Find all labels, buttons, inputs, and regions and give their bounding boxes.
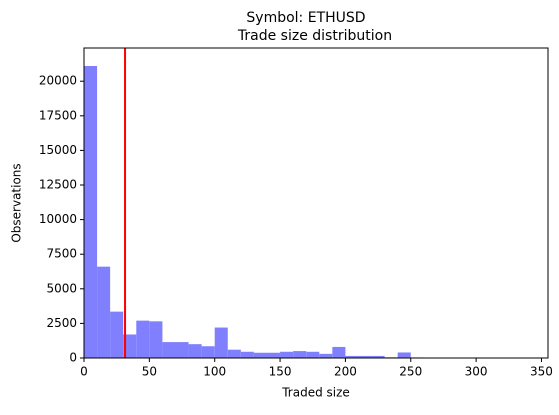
bar (110, 312, 123, 358)
suptitle: Symbol: ETHUSD (246, 10, 365, 26)
x-tick-label: 200 (334, 365, 357, 379)
bar (202, 346, 215, 358)
x-tick-label: 250 (399, 365, 422, 379)
bar (162, 342, 175, 358)
x-tick-label: 300 (465, 365, 488, 379)
y-axis-label: Observations (10, 163, 24, 242)
x-tick-label: 100 (203, 365, 226, 379)
bar (228, 350, 241, 358)
y-tick-label: 7500 (46, 247, 77, 261)
x-tick-label: 350 (530, 365, 553, 379)
x-tick-label: 50 (142, 365, 157, 379)
bar (319, 354, 332, 358)
bar (332, 347, 345, 358)
bar (254, 353, 267, 358)
bar (215, 328, 228, 358)
y-tick-label: 15000 (39, 143, 77, 157)
bar (241, 352, 254, 358)
y-tick-label: 17500 (39, 108, 77, 122)
y-tick-label: 0 (69, 351, 77, 365)
bar (306, 352, 319, 358)
bar (175, 342, 188, 358)
x-axis-label: Traded size (281, 386, 350, 400)
bar (267, 353, 280, 358)
y-tick-label: 10000 (39, 212, 77, 226)
bar (84, 66, 97, 358)
chart-title: Trade size distribution (237, 28, 392, 44)
bar (293, 351, 306, 358)
y-tick-label: 12500 (39, 178, 77, 192)
x-tick-label: 150 (269, 365, 292, 379)
y-tick-label: 5000 (46, 281, 77, 295)
y-tick-label: 20000 (39, 74, 77, 88)
x-tick-label: 0 (80, 365, 88, 379)
bar (136, 321, 149, 358)
bar (97, 267, 110, 358)
y-tick-label: 2500 (46, 316, 77, 330)
bar (398, 352, 411, 358)
bar (149, 321, 162, 358)
axes-frame (84, 48, 548, 358)
bar (280, 352, 293, 358)
bar (189, 344, 202, 358)
